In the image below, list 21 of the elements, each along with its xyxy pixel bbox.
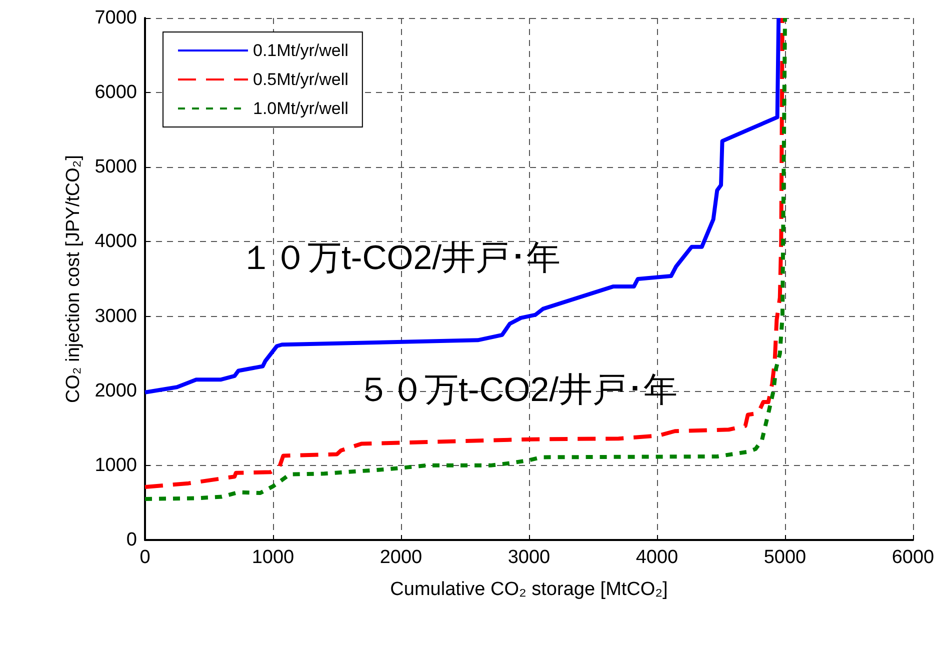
y-tick-label: 1000 xyxy=(94,454,137,476)
y-axis-title: CO₂ injection cost [JPY/tCO₂] xyxy=(63,154,84,404)
x-tick-label: 6000 xyxy=(892,547,934,568)
y-tick-label: 5000 xyxy=(94,156,137,178)
y-tick-label: 6000 xyxy=(94,82,137,104)
legend-label: 1.0Mt/yr/well xyxy=(253,99,348,118)
x-tick-label: 0 xyxy=(140,547,150,568)
x-tick-label: 2000 xyxy=(380,547,422,568)
x-axis-title: Cumulative CO₂ storage [MtCO₂] xyxy=(390,579,668,600)
x-tick-label: 3000 xyxy=(508,547,550,568)
y-tick-label: 4000 xyxy=(94,231,137,252)
annotation: １０万t-CO2/井戸･年 xyxy=(239,239,561,277)
y-tick-label: 3000 xyxy=(94,306,137,327)
x-tick-label: 5000 xyxy=(764,547,806,568)
y-tick-label: 0 xyxy=(126,530,137,550)
y-tick-label: 2000 xyxy=(94,380,137,402)
x-tick-label: 4000 xyxy=(636,547,678,568)
x-tick-label: 1000 xyxy=(252,547,294,568)
legend-label: 0.1Mt/yr/well xyxy=(253,41,348,60)
legend-label: 0.5Mt/yr/well xyxy=(253,70,348,89)
y-tick-label: 7000 xyxy=(94,8,137,28)
